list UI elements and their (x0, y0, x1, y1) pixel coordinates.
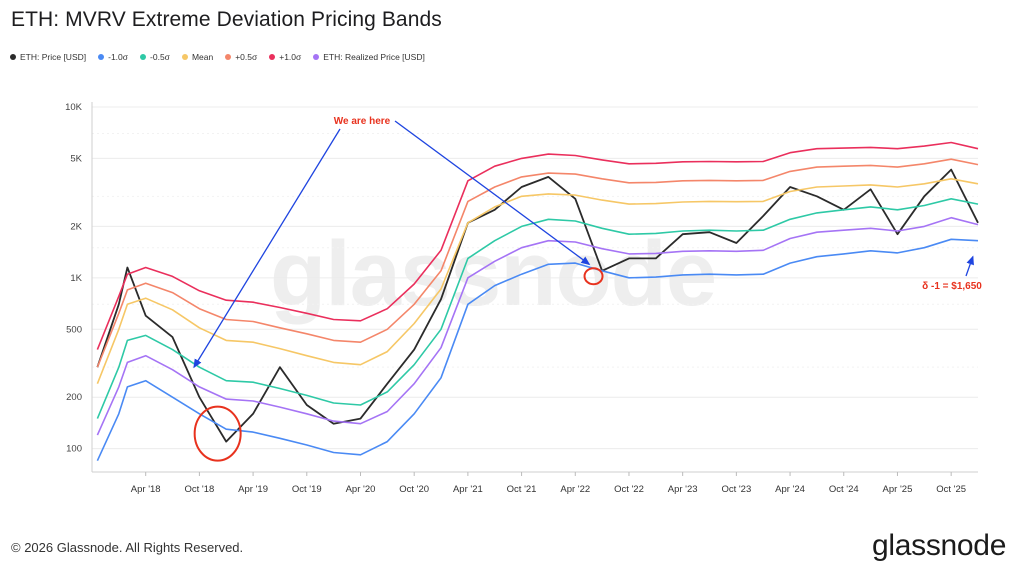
legend-item[interactable]: -0.5σ (140, 52, 170, 62)
x-tick-label: Apr '24 (775, 484, 805, 495)
band-line-realized-price (96, 216, 979, 436)
legend-label: ETH: Realized Price [USD] (323, 52, 425, 62)
x-tick-label: Oct '22 (614, 484, 644, 495)
legend-swatch (181, 54, 188, 60)
legend-item[interactable]: -1.0σ (98, 52, 128, 62)
x-tick-label: Oct '19 (292, 484, 322, 495)
legend-label: +1.0σ (279, 52, 302, 62)
legend-label: -1.0σ (108, 52, 129, 62)
legend-label: +0.5σ (235, 52, 258, 62)
y-tick-label: 5K (70, 153, 82, 164)
x-tick-label: Apr '22 (560, 484, 590, 495)
x-tick-label: Oct '21 (507, 484, 537, 495)
x-tick-label: Apr '23 (668, 484, 698, 495)
glassnode-logo: glassnode (872, 529, 1007, 562)
price-line (96, 168, 979, 443)
x-tick-label: Oct '20 (399, 484, 429, 495)
chart-title: ETH: MVRV Extreme Deviation Pricing Band… (11, 8, 442, 31)
band-line-plus-1 (96, 141, 979, 350)
legend-item[interactable]: +1.0σ (269, 52, 301, 62)
annotation-delta-minus-1: δ -1 = $1,650 (922, 281, 982, 292)
x-tick-label: Oct '24 (829, 484, 859, 495)
legend-item[interactable]: Mean (181, 52, 214, 62)
legend-label: -0.5σ (150, 52, 170, 62)
x-tick-label: Apr '20 (346, 484, 376, 495)
x-tick-label: Apr '18 (131, 484, 161, 495)
legend-swatch (269, 54, 276, 60)
band-line-minus-05 (96, 198, 979, 419)
arrow-to-2022 (394, 120, 591, 266)
legend-swatch (313, 54, 320, 60)
y-tick-label: 10K (65, 102, 83, 113)
legend-label: ETH: Price [USD] (20, 52, 87, 62)
circle-2018-bottom (193, 405, 242, 462)
band-line-plus-05 (96, 158, 979, 368)
legend-swatch (140, 54, 147, 60)
x-tick-label: Apr '21 (453, 484, 483, 495)
legend-swatch (98, 54, 105, 60)
legend-label: Mean (191, 52, 214, 62)
x-tick-label: Oct '23 (721, 484, 751, 495)
chart-legend: ETH: Price [USD] -1.0σ -0.5σ Mean +0.5σ +1.0σ… (10, 52, 425, 62)
y-tick-label: 1K (70, 273, 82, 284)
legend-swatch (225, 54, 232, 60)
band-line-mean (96, 178, 979, 384)
arrow-to-2018 (193, 128, 341, 369)
arrow-to-minus1 (965, 255, 974, 277)
legend-item[interactable]: ETH: Realized Price [USD] (313, 52, 425, 62)
y-tick-label: 2K (70, 221, 82, 232)
circle-2022-low (583, 267, 604, 286)
x-tick-label: Oct '25 (936, 484, 966, 495)
legend-item[interactable]: +0.5σ (225, 52, 257, 62)
x-tick-label: Apr '19 (238, 484, 268, 495)
legend-item[interactable]: ETH: Price [USD] (10, 52, 86, 62)
x-tick-label: Oct '18 (184, 484, 214, 495)
y-tick-label: 200 (66, 392, 82, 403)
copyright-text: © 2026 Glassnode. All Rights Reserved. (11, 540, 244, 555)
y-tick-label: 500 (66, 324, 82, 335)
annotation-we-are-here: We are here (334, 116, 391, 127)
legend-swatch (10, 54, 16, 60)
band-line-minus-1 (96, 238, 979, 462)
x-tick-label: Apr '25 (883, 484, 913, 495)
y-tick-label: 100 (66, 444, 82, 455)
